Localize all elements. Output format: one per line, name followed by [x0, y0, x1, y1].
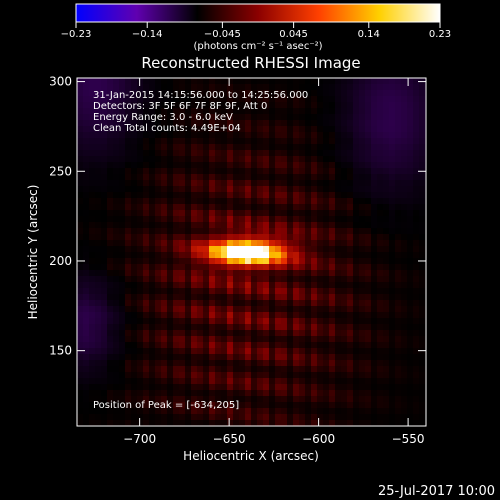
timestamp: 25-Jul-2017 10:00 [378, 484, 495, 499]
colorbar-unit-label: (photons cm⁻² s⁻¹ asec⁻²) [193, 41, 322, 52]
x-tick-label: −600 [302, 432, 335, 446]
y-axis-label: Heliocentric Y (arcsec) [26, 185, 40, 320]
annotation-energy: Energy Range: 3.0 - 6.0 keV [93, 112, 233, 123]
x-axis-label: Heliocentric X (arcsec) [183, 449, 319, 463]
colorbar-tick-label: 0.045 [279, 29, 308, 40]
colorbar-tick-label: 0.23 [429, 29, 451, 40]
y-tick-label: 200 [49, 254, 72, 268]
y-tick-label: 150 [49, 344, 72, 358]
plot-frame [76, 77, 427, 427]
x-tick-label: −700 [123, 432, 156, 446]
colorbar-tick-label: 0.14 [358, 29, 380, 40]
y-tick-label: 250 [49, 164, 72, 178]
chart-title: Reconstructed RHESSI Image [141, 54, 360, 72]
annotation-block: 31-Jan-2015 14:15:56.000 to 14:25:56.000… [93, 90, 308, 134]
peak-position-label: Position of Peak = [-634,205] [93, 400, 239, 411]
axis-ticks: −700 −650 −600 −550 150 200 250 300 [49, 75, 426, 446]
x-tick-label: −650 [213, 432, 246, 446]
y-tick-label: 300 [49, 75, 72, 89]
colorbar-tick-label: −0.045 [204, 29, 241, 40]
annotation-detectors: Detectors: 3F 5F 6F 7F 8F 9F, Att 0 [93, 101, 267, 112]
colorbar-ticks: −0.23 −0.14 −0.045 0.045 0.14 0.23 [61, 22, 451, 40]
annotation-counts: Clean Total counts: 4.49E+04 [93, 123, 241, 134]
x-tick-label: −550 [392, 432, 425, 446]
colorbar-tick-label: −0.23 [61, 29, 92, 40]
colorbar [75, 3, 441, 23]
heatmap-image [77, 78, 426, 426]
colorbar-tick-label: −0.14 [132, 29, 163, 40]
annotation-time: 31-Jan-2015 14:15:56.000 to 14:25:56.000 [93, 90, 308, 101]
